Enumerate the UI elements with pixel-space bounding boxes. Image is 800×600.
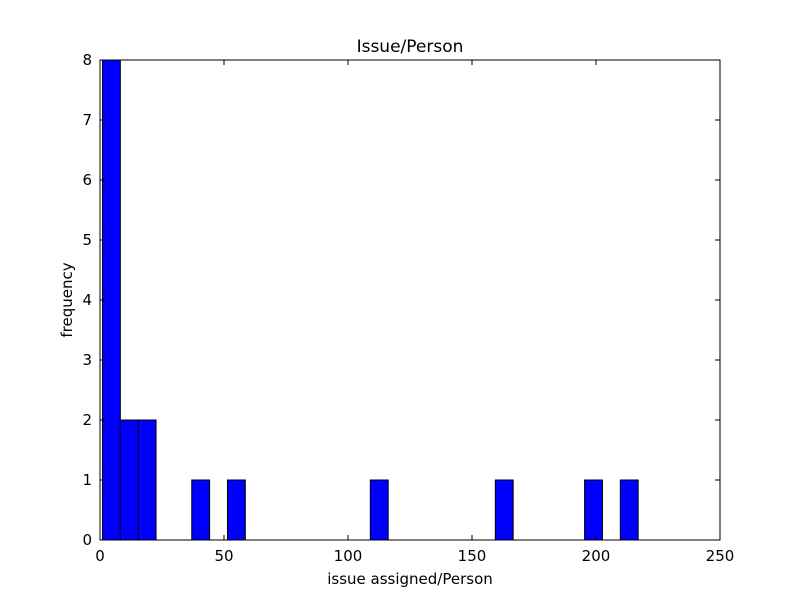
- bars-group: [101, 59, 639, 541]
- y-axis-label: frequency: [58, 262, 76, 337]
- x-tick-label-3: 150: [458, 547, 487, 565]
- y-tick-label-6: 6: [82, 171, 92, 189]
- x-tick-label-1: 50: [214, 547, 233, 565]
- y-tick-label-8: 8: [82, 51, 92, 69]
- x-tick-label-0: 0: [95, 547, 105, 565]
- ticks-group: 0 50 100 150 200 250 0 1 2 3 4 5 6 7 8: [82, 51, 734, 565]
- x-axis-label: issue assigned/Person: [327, 570, 493, 588]
- histogram-bar-2: [137, 419, 157, 541]
- y-tick-label-5: 5: [82, 231, 92, 249]
- histogram-bar-7: [584, 479, 603, 541]
- plot-frame: [99, 59, 721, 541]
- histogram-bar-0: [101, 59, 121, 541]
- histogram-bar-8: [619, 479, 639, 541]
- x-tick-label-4: 200: [582, 547, 611, 565]
- y-tick-label-7: 7: [82, 111, 92, 129]
- histogram-bar-5: [369, 479, 389, 541]
- y-tick-label-2: 2: [82, 411, 92, 429]
- y-tick-label-3: 3: [82, 351, 92, 369]
- y-tick-label-4: 4: [82, 291, 92, 309]
- y-tick-label-0: 0: [82, 531, 92, 549]
- x-tick-label-2: 100: [334, 547, 363, 565]
- histogram-bar-3: [191, 479, 211, 541]
- histogram-bar-4: [226, 479, 246, 541]
- histogram-bar-6: [494, 479, 514, 541]
- histogram-bar-1: [119, 419, 139, 541]
- chart-title: Issue/Person: [357, 37, 464, 57]
- y-tick-label-1: 1: [82, 471, 92, 489]
- x-tick-label-5: 250: [706, 547, 735, 565]
